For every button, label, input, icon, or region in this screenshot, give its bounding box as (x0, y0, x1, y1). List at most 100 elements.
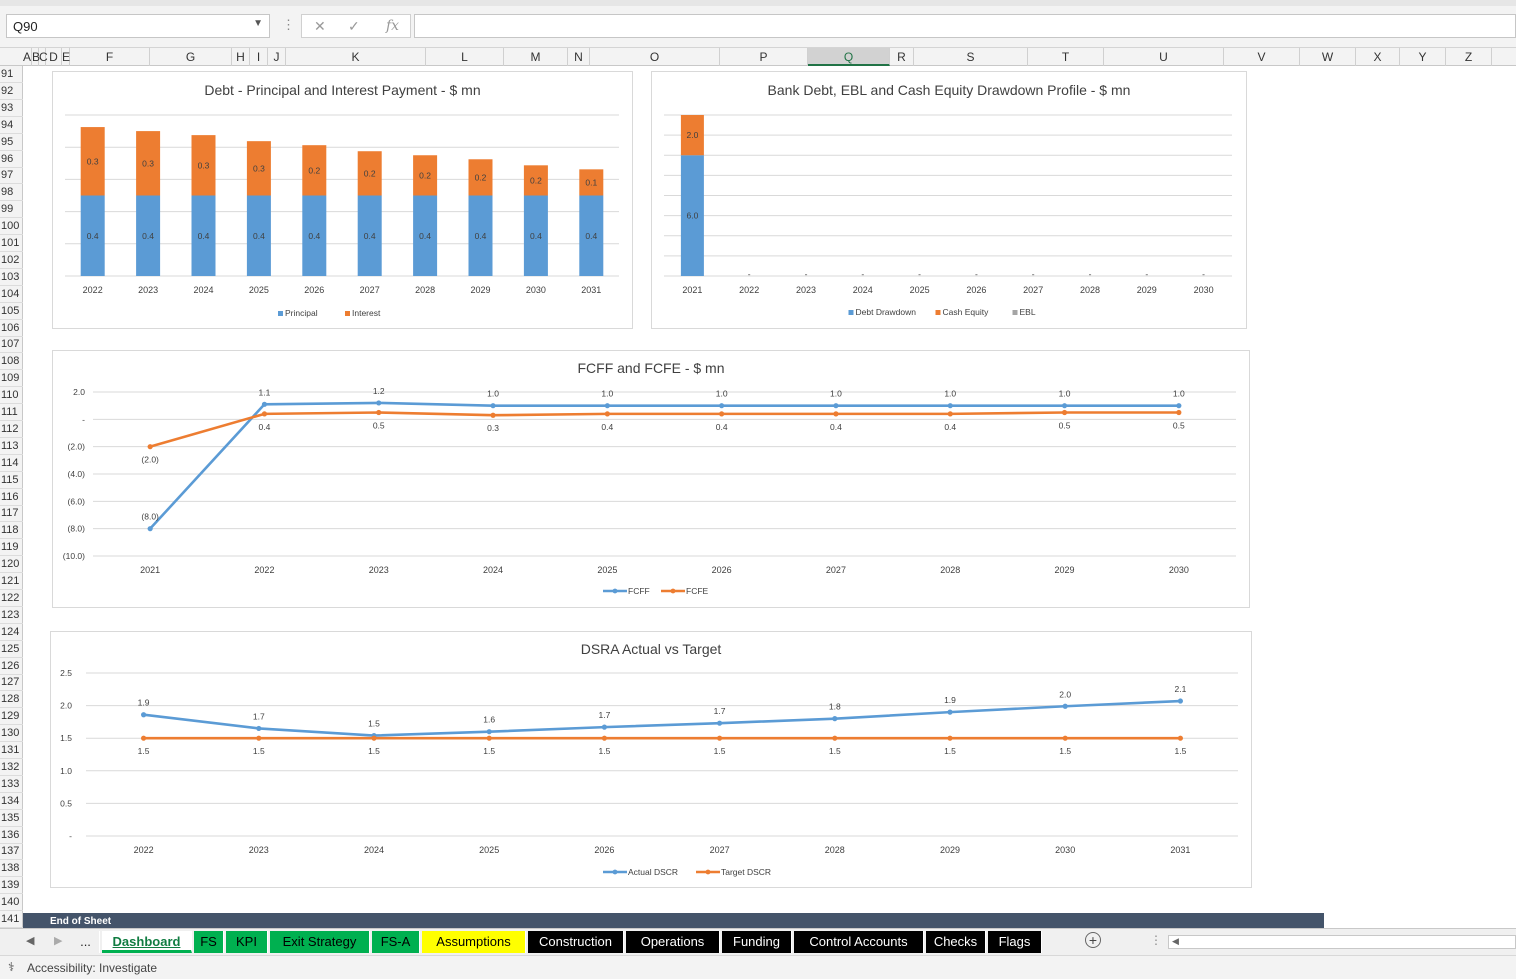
row-header-122[interactable]: 122 (0, 590, 23, 607)
name-box[interactable]: Q90 ▼ (6, 14, 270, 38)
row-header-131[interactable]: 131 (0, 742, 23, 759)
row-header-121[interactable]: 121 (0, 573, 23, 590)
tab-fs[interactable]: FS (194, 931, 224, 953)
column-header-o[interactable]: O (590, 48, 720, 66)
row-header-123[interactable]: 123 (0, 607, 23, 624)
cancel-icon[interactable]: ✕ (314, 18, 326, 34)
column-header-y[interactable]: Y (1400, 48, 1446, 66)
tab-flags[interactable]: Flags (988, 931, 1042, 953)
column-header-v[interactable]: V (1224, 48, 1300, 66)
scroll-left-arrow-icon[interactable]: ◀ (1172, 936, 1179, 946)
row-header-96[interactable]: 96 (0, 151, 23, 168)
column-header-l[interactable]: L (426, 48, 504, 66)
row-header-124[interactable]: 124 (0, 624, 23, 641)
row-header-118[interactable]: 118 (0, 522, 23, 540)
row-header-126[interactable]: 126 (0, 658, 23, 675)
row-header-98[interactable]: 98 (0, 184, 23, 202)
row-header-128[interactable]: 128 (0, 691, 23, 709)
horizontal-scrollbar[interactable]: ◀ (1168, 935, 1516, 949)
dsra-chart[interactable]: DSRA Actual vs Target 2.5 2.0 1.5 1.0 0.5 - 202… (50, 631, 1252, 888)
column-header-h[interactable]: H (232, 48, 250, 66)
row-header-138[interactable]: 138 (0, 860, 23, 878)
row-header-101[interactable]: 101 (0, 235, 23, 252)
row-header-115[interactable]: 115 (0, 472, 23, 489)
row-header-109[interactable]: 109 (0, 370, 23, 388)
row-header-92[interactable]: 92 (0, 83, 23, 100)
column-header-d[interactable]: D (46, 48, 62, 66)
tab-kpi[interactable]: KPI (226, 931, 268, 953)
column-header-b[interactable]: B (32, 48, 41, 66)
column-header-p[interactable]: P (720, 48, 808, 66)
tab-assumptions[interactable]: Assumptions (422, 931, 526, 953)
column-header-z[interactable]: Z (1446, 48, 1492, 66)
column-header-c[interactable]: C (39, 48, 48, 66)
row-header-91[interactable]: 91 (0, 66, 23, 83)
column-header-a[interactable]: A (23, 48, 32, 66)
column-header-w[interactable]: W (1300, 48, 1356, 66)
column-header-j[interactable]: J (268, 48, 286, 66)
tab-more[interactable]: ... (72, 931, 100, 953)
column-header-x[interactable]: X (1356, 48, 1400, 66)
column-header-q[interactable]: Q (808, 48, 890, 66)
tab-fs-a[interactable]: FS-A (372, 931, 420, 953)
row-header-93[interactable]: 93 (0, 100, 23, 117)
row-header-135[interactable]: 135 (0, 810, 23, 827)
accessibility-icon[interactable]: ⚕ (8, 960, 15, 974)
column-header-e[interactable]: E (62, 48, 71, 66)
row-header-100[interactable]: 100 (0, 218, 23, 236)
row-header-120[interactable]: 120 (0, 556, 23, 574)
row-header-95[interactable]: 95 (0, 134, 23, 151)
drawdown-chart[interactable]: Bank Debt, EBL and Cash Equity Drawdown … (651, 71, 1247, 329)
tab-construction[interactable]: Construction (528, 931, 624, 953)
accessibility-status[interactable]: Accessibility: Investigate (27, 961, 158, 975)
row-header-125[interactable]: 125 (0, 641, 23, 658)
row-header-104[interactable]: 104 (0, 286, 23, 303)
row-header-94[interactable]: 94 (0, 117, 23, 134)
column-header-s[interactable]: S (914, 48, 1028, 66)
enter-icon[interactable]: ✓ (348, 18, 360, 34)
row-header-139[interactable]: 139 (0, 877, 23, 895)
row-header-133[interactable]: 133 (0, 776, 23, 793)
row-header-130[interactable]: 130 (0, 725, 23, 743)
row-header-97[interactable]: 97 (0, 167, 23, 185)
column-header-r[interactable]: R (890, 48, 914, 66)
row-header-141[interactable]: 141 (0, 911, 23, 928)
row-header-140[interactable]: 140 (0, 894, 23, 912)
worksheet-grid[interactable]: Debt - Principal and Interest Payment - … (23, 66, 1516, 928)
column-header-u[interactable]: U (1104, 48, 1224, 66)
row-header-105[interactable]: 105 (0, 303, 23, 320)
row-header-111[interactable]: 111 (0, 404, 23, 421)
fcff-chart[interactable]: FCFF and FCFE - $ mn 2.0 - (2.0) (4.0) (6.0) (… (52, 350, 1250, 608)
row-header-134[interactable]: 134 (0, 793, 23, 810)
add-sheet-icon[interactable]: + (1085, 932, 1101, 948)
tab-checks[interactable]: Checks (926, 931, 986, 953)
more-options-icon[interactable]: ⋮ (282, 17, 295, 32)
row-header-108[interactable]: 108 (0, 353, 23, 371)
debt-chart[interactable]: Debt - Principal and Interest Payment - … (52, 71, 633, 329)
row-header-102[interactable]: 102 (0, 252, 23, 269)
row-header-99[interactable]: 99 (0, 201, 23, 219)
row-header-119[interactable]: 119 (0, 539, 23, 557)
row-header-137[interactable]: 137 (0, 843, 23, 861)
chevron-down-icon[interactable]: ▼ (253, 18, 263, 29)
tab-splitter-icon[interactable]: ⋮ (1150, 933, 1162, 947)
row-header-127[interactable]: 127 (0, 674, 23, 692)
scroll-left-icon[interactable]: ◀ (26, 935, 35, 947)
row-header-132[interactable]: 132 (0, 759, 23, 776)
tab-funding[interactable]: Funding (722, 931, 792, 953)
tab-dashboard[interactable]: Dashboard (102, 931, 192, 953)
tab-operations[interactable]: Operations (626, 931, 720, 953)
scroll-right-icon[interactable]: ▶ (54, 935, 63, 947)
row-header-113[interactable]: 113 (0, 438, 23, 455)
row-header-129[interactable]: 129 (0, 708, 23, 726)
column-header-k[interactable]: K (286, 48, 426, 66)
row-header-110[interactable]: 110 (0, 387, 23, 405)
column-header-n[interactable]: N (568, 48, 590, 66)
column-header-m[interactable]: M (504, 48, 568, 66)
row-header-106[interactable]: 106 (0, 320, 23, 337)
column-header-t[interactable]: T (1028, 48, 1104, 66)
row-header-107[interactable]: 107 (0, 336, 23, 354)
row-header-114[interactable]: 114 (0, 455, 23, 472)
row-header-112[interactable]: 112 (0, 421, 23, 438)
column-header-g[interactable]: G (150, 48, 232, 66)
